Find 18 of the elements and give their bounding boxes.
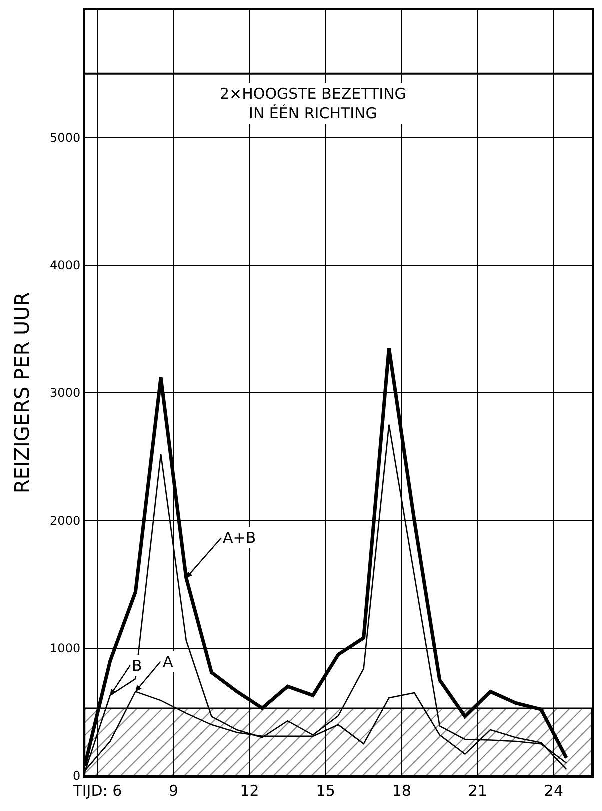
x-tick-label: 9 (168, 782, 179, 800)
x-tick-label: 21 (468, 782, 488, 800)
y-tick-label: 5000 (50, 130, 81, 145)
series-label: B (132, 657, 142, 675)
x-tick-label: 18 (392, 782, 412, 800)
y-tick-label: 3000 (50, 386, 81, 400)
x-tick-label: 15 (316, 782, 336, 800)
y-axis-title: REIZIGERS PER UUR (10, 292, 34, 494)
y-tick-label: 1000 (50, 642, 81, 656)
text: 2×HOOGSTE BEZETTING IN ÉÉN RICHTING (220, 85, 406, 122)
y-tick-label: 4000 (50, 258, 81, 273)
y-tick-label: 0 (72, 769, 81, 784)
y-tick-label: 2000 (50, 514, 81, 528)
series-label: A (163, 653, 174, 671)
x-tick-label: 12 (240, 782, 260, 800)
x-tick-label: 24 (544, 782, 564, 800)
x-tick-label: TIJD: 6 (72, 782, 122, 800)
text: A+B (223, 529, 256, 547)
